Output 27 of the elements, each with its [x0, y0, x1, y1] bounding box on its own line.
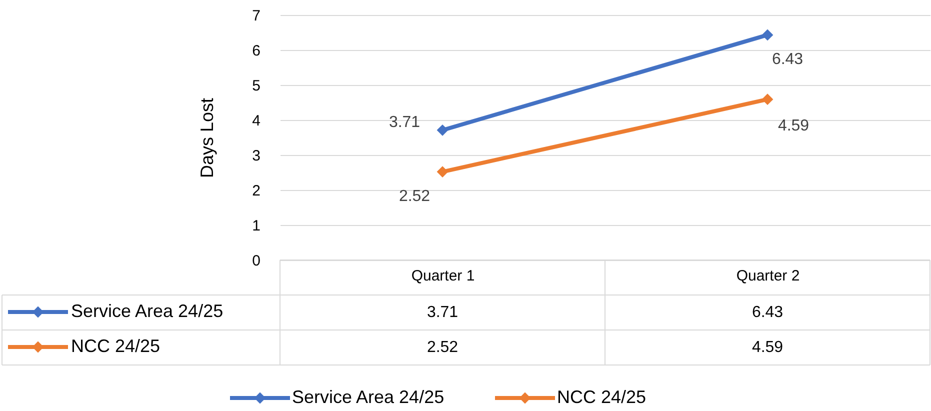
- legend-label: Service Area 24/25: [292, 387, 444, 407]
- point: [436, 166, 448, 178]
- text: Service Area 24/25: [71, 301, 224, 321]
- y-axis-title: Days Lost: [197, 98, 218, 178]
- x-tick-label: Quarter 1: [411, 268, 475, 284]
- annotation: 2.52: [398, 188, 430, 205]
- y-tick-label: 5: [252, 78, 260, 94]
- annotation: 3.71: [388, 114, 420, 132]
- data-label: 6.43: [752, 304, 784, 321]
- y-tick-label: 7: [252, 8, 260, 24]
- y-tick-label: 4: [252, 112, 260, 130]
- point: [762, 29, 774, 41]
- annotation: 6.43: [772, 50, 804, 68]
- data-label: 3.71: [426, 304, 458, 321]
- y-tick-label: 0: [252, 252, 260, 270]
- point: [762, 94, 774, 106]
- point: [436, 124, 448, 136]
- y-tick-label: 1: [252, 218, 260, 234]
- data-label: 4.59: [752, 339, 784, 356]
- text: NCC 24/25: [71, 336, 160, 356]
- data-label: 2.52: [426, 339, 458, 356]
- annotation: 4.59: [778, 117, 810, 134]
- legend-label: NCC 24/25: [557, 387, 646, 407]
- y-tick-label: 6: [252, 42, 260, 60]
- x-tick-label: Quarter 2: [736, 268, 800, 284]
- y-tick-label: 2: [252, 182, 260, 200]
- y-tick-label: 3: [252, 148, 260, 164]
